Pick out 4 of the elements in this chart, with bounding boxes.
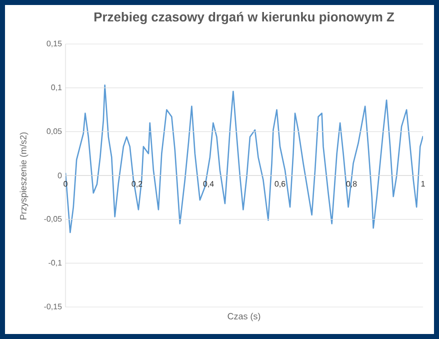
chart-title: Przebieg czasowy drgań w kierunku pionowym Z [94,12,394,24]
x-axis-title: Czas (s) [228,312,260,322]
y-axis-title: Przyspieszenie (m/s2) [20,132,28,220]
line-series [66,84,424,234]
